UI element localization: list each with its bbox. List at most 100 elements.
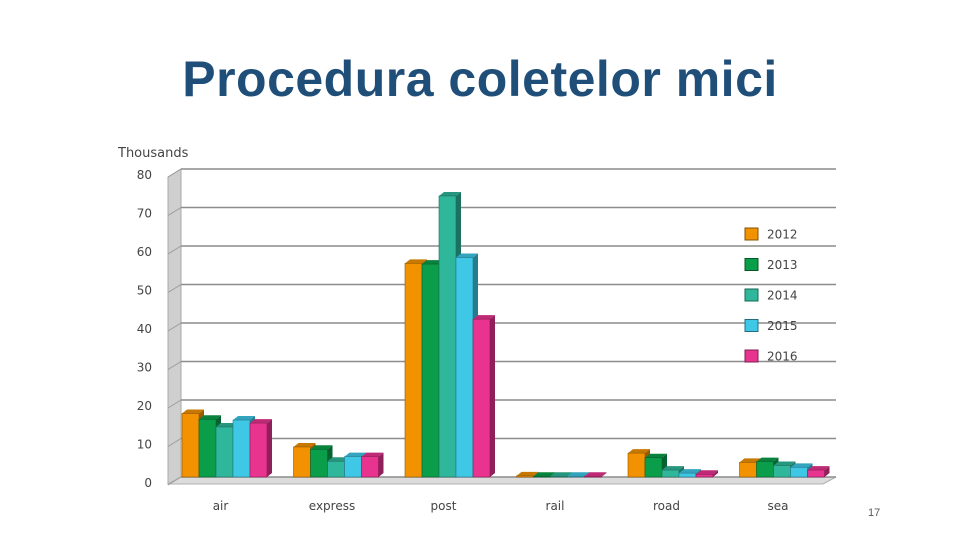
legend-swatch — [744, 258, 759, 271]
bar-top — [790, 463, 813, 468]
y-tick-label: 20 — [137, 399, 152, 413]
bar-front — [249, 422, 268, 478]
y-tick-label: 10 — [137, 438, 152, 452]
x-tick-label: rail — [546, 499, 565, 513]
y-tick-label: 0 — [144, 476, 152, 490]
bar-front — [438, 195, 457, 478]
bar-top — [182, 409, 204, 414]
bar-top — [199, 415, 221, 420]
bar-top — [233, 416, 255, 421]
x-tick-label: air — [213, 499, 229, 513]
chart-legend: 2012 2013 2014 2015 2016 — [744, 227, 798, 364]
bar-front — [198, 418, 217, 478]
x-tick-label: post — [431, 499, 457, 513]
bar-top — [216, 422, 238, 427]
bar-front — [695, 474, 714, 478]
bar-top — [516, 471, 539, 476]
y-tick-label: 30 — [137, 361, 152, 375]
bar-front — [627, 452, 646, 478]
bar-top — [473, 315, 495, 320]
y-tick-label: 70 — [137, 207, 152, 221]
bar-top — [293, 442, 316, 447]
legend-swatch — [744, 288, 759, 302]
x-tick-label: road — [653, 499, 680, 513]
bar — [472, 315, 495, 478]
y-axis-unit-label: Thousands — [117, 146, 189, 161]
legend-label: 2016 — [767, 350, 798, 364]
bar-front — [773, 465, 791, 478]
bar-top — [405, 259, 427, 264]
slide-number: 17 — [868, 507, 881, 519]
bar-top — [533, 472, 556, 477]
bar-side — [824, 466, 830, 477]
bar-front — [678, 472, 697, 478]
bar — [644, 453, 667, 478]
bar-top — [310, 445, 333, 450]
legend-swatch — [744, 227, 759, 241]
gridline-side — [167, 399, 182, 409]
bar-front — [756, 461, 774, 478]
bar-front — [215, 426, 234, 478]
bar-front — [404, 263, 423, 478]
bar-side — [378, 452, 384, 477]
gridline-side — [167, 476, 182, 486]
bar-top — [645, 453, 667, 458]
bar — [584, 472, 607, 478]
bar-top — [773, 461, 796, 466]
gridline-side — [167, 168, 182, 178]
bar-top — [439, 191, 461, 196]
bar-front — [516, 475, 534, 478]
bar-front — [550, 475, 568, 478]
x-tick-label: express — [309, 499, 355, 513]
floor — [167, 476, 837, 485]
bar-top — [739, 458, 762, 463]
bar — [249, 419, 272, 478]
y-axis-ticks: 0 10 20 30 40 50 60 70 80 — [137, 168, 152, 490]
bar-front — [455, 257, 474, 478]
bar-top — [422, 260, 444, 265]
bar — [807, 466, 830, 478]
bar-front — [644, 457, 663, 478]
legend-label: 2014 — [767, 289, 798, 303]
bar-front — [567, 475, 585, 478]
gridline-side — [167, 322, 182, 332]
gridline-side — [167, 438, 182, 447]
gridline-side — [167, 284, 182, 293]
bar-top — [567, 472, 590, 477]
gridline-side — [167, 361, 182, 370]
bar-top — [584, 472, 607, 477]
slide-title: Procedura coletelor mici — [182, 51, 778, 107]
legend-label: 2013 — [767, 258, 798, 272]
bar-top — [807, 466, 830, 471]
bar-front — [361, 456, 379, 478]
bar-front — [790, 467, 808, 478]
bar-side — [490, 315, 495, 477]
legend-item: 2014 — [744, 288, 798, 303]
bar-front — [232, 419, 251, 478]
y-tick-label: 60 — [137, 245, 152, 259]
bar-top — [662, 466, 684, 471]
legend-item: 2016 — [744, 349, 798, 364]
bar-top — [679, 469, 701, 474]
bar-front — [327, 460, 345, 478]
legend-item: 2015 — [744, 319, 798, 333]
bar-side — [601, 472, 607, 477]
y-tick-label: 40 — [137, 322, 152, 336]
gridline-side — [167, 207, 182, 216]
x-axis-ticks: air express post rail road sea — [213, 499, 789, 513]
bar-side — [267, 419, 272, 477]
bar-front — [344, 456, 362, 478]
bar-top — [550, 472, 573, 477]
bar — [361, 452, 384, 478]
bar-side — [713, 470, 718, 477]
chart-bars — [181, 191, 830, 478]
bar-top — [756, 457, 779, 462]
bar-front — [739, 462, 757, 478]
bar-front — [661, 469, 680, 478]
legend-item: 2012 — [744, 227, 798, 242]
legend-item: 2013 — [744, 258, 798, 272]
bar-top — [344, 452, 367, 457]
bar-front — [421, 263, 440, 478]
y-tick-label: 50 — [137, 284, 152, 298]
